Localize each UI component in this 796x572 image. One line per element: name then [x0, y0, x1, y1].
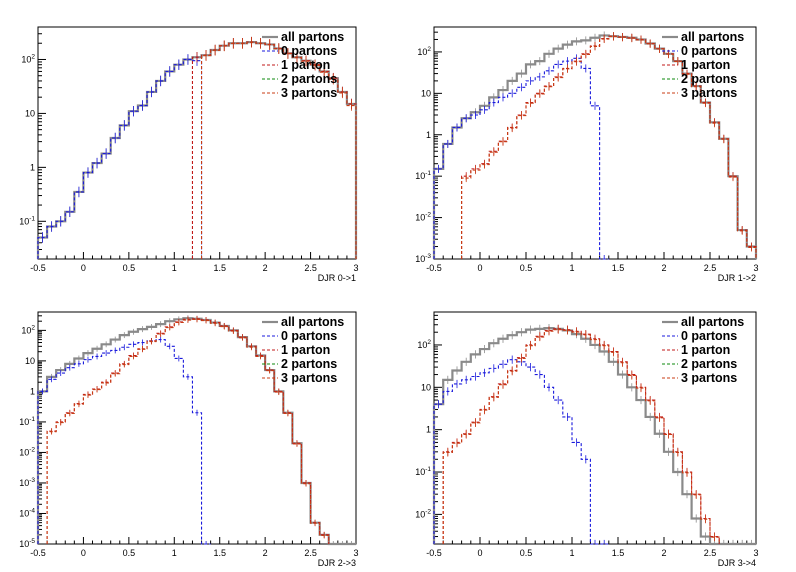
y-tick-label: 10-1 — [415, 466, 431, 477]
series-line-0-partons — [37, 339, 211, 545]
y-tick-label: 102 — [21, 324, 35, 335]
series-line-1-parton — [442, 328, 720, 544]
y-tick-label: 10-1 — [19, 416, 35, 427]
legend-entry: 1 parton — [281, 343, 330, 357]
y-tick-label: 10-4 — [19, 507, 35, 518]
y-tick-label: 10-2 — [415, 212, 431, 223]
x-tick-label: 0.5 — [520, 263, 533, 273]
legend-entry: all partons — [681, 30, 744, 44]
x-tick-label: 1.5 — [213, 548, 226, 558]
plot-panel-3: -0.5 0 0.5 1 1.5 2 2.5 3 10-5 10-4 10-3 10-2 10-1 1 10… — [19, 311, 359, 568]
y-tick-label: 1 — [30, 386, 35, 396]
legend-entry: all partons — [281, 315, 344, 329]
x-axis-label: DJR 3->4 — [718, 558, 756, 568]
plot-panel-1: -0.5 0 0.5 1 1.5 2 2.5 3 10-1 1 10 102 DJR 0->1 all p… — [19, 26, 359, 283]
x-tick-label: 1.5 — [612, 548, 625, 558]
y-tick-label: 10 — [421, 88, 431, 98]
legend-entry: all partons — [681, 315, 744, 329]
legend-entry: 3 partons — [281, 86, 337, 100]
legend-entry: 0 partons — [681, 329, 737, 343]
x-tick-label: 1 — [569, 263, 574, 273]
legend-entry: 2 partons — [681, 357, 737, 371]
series-line-all-partons — [432, 327, 756, 546]
series-line-3-partons — [46, 318, 330, 544]
legend-entry: all partons — [281, 30, 344, 44]
x-tick-label: 0 — [81, 263, 86, 273]
y-tick-label: 10-3 — [19, 477, 35, 488]
x-tick-label: 0.5 — [123, 263, 136, 273]
y-tick-label: 102 — [21, 53, 35, 64]
y-tick-label: 10-3 — [415, 253, 431, 264]
plot-frame — [433, 26, 757, 260]
y-tick-label: 10 — [25, 356, 35, 366]
x-tick-label: 2.5 — [304, 263, 317, 273]
x-tick-label: 2 — [661, 548, 666, 558]
legend-entry: 0 partons — [281, 329, 337, 343]
plot-panel-2: -0.5 0 0.5 1 1.5 2 2.5 3 10-3 10-2 10-1 1 10 102 DJR 1… — [415, 26, 759, 283]
x-tick-label: 1 — [569, 548, 574, 558]
x-tick-label: 2 — [263, 548, 268, 558]
x-tick-label: 2.5 — [704, 548, 717, 558]
y-tick-label: 1 — [426, 130, 431, 140]
x-tick-label: 0 — [477, 263, 482, 273]
series-line-3-partons — [200, 41, 357, 259]
x-tick-label: -0.5 — [426, 548, 442, 558]
legend-entry: 3 partons — [681, 86, 737, 100]
x-tick-label: -0.5 — [30, 263, 46, 273]
legend-entry: 1 parton — [281, 58, 330, 72]
x-axis-label: DJR 1->2 — [718, 273, 756, 283]
legend-entry: 0 partons — [281, 44, 337, 58]
x-tick-label: 0 — [81, 548, 86, 558]
legend-entry: 1 parton — [681, 343, 730, 357]
x-tick-label: 3 — [353, 263, 358, 273]
series-line-0-partons — [433, 359, 609, 545]
y-tick-label: 102 — [417, 339, 431, 350]
y-tick-label: 1 — [30, 162, 35, 172]
x-tick-label: 3 — [753, 263, 758, 273]
x-tick-label: 1 — [172, 548, 177, 558]
legend-entry: 1 parton — [681, 58, 730, 72]
x-tick-label: 0 — [477, 548, 482, 558]
series-line-0-partons — [37, 58, 203, 259]
y-tick-label: 10 — [25, 108, 35, 118]
y-tick-label: 10-2 — [19, 446, 35, 457]
x-axis-label: DJR 2->3 — [318, 558, 356, 568]
x-tick-label: 1.5 — [612, 263, 625, 273]
x-tick-label: 3 — [753, 548, 758, 558]
legend-entry: 0 partons — [681, 44, 737, 58]
series-line-all-partons — [432, 34, 758, 259]
x-tick-label: 2.5 — [304, 548, 317, 558]
legend-entry: 3 partons — [681, 371, 737, 385]
y-tick-label: 10-1 — [415, 170, 431, 181]
plot-panel-4: -0.5 0 0.5 1 1.5 2 2.5 3 10-2 10-1 1 10 102 DJR 3->4 a… — [415, 311, 759, 568]
x-tick-label: 1 — [172, 263, 177, 273]
legend-entry: 2 partons — [281, 357, 337, 371]
x-tick-label: 2 — [263, 263, 268, 273]
y-tick-label: 10-2 — [415, 508, 431, 519]
x-tick-label: 3 — [353, 548, 358, 558]
x-tick-label: -0.5 — [426, 263, 442, 273]
y-tick-label: 102 — [417, 46, 431, 57]
y-tick-label: 10-1 — [19, 215, 35, 226]
x-tick-label: 0.5 — [123, 548, 136, 558]
legend-entry: 2 partons — [681, 72, 737, 86]
legend-entry: 2 partons — [281, 72, 337, 86]
x-tick-label: 0.5 — [520, 548, 533, 558]
series-line-3-partons — [461, 36, 757, 259]
series-line-0-partons — [433, 57, 609, 260]
legend-entry: 3 partons — [281, 371, 337, 385]
series-line-3-partons — [442, 329, 720, 544]
y-tick-label: 10 — [421, 382, 431, 392]
x-tick-label: 2 — [661, 263, 666, 273]
x-tick-label: 1.5 — [213, 263, 226, 273]
y-tick-label: 1 — [426, 425, 431, 435]
y-tick-label: 10-5 — [19, 538, 35, 549]
x-axis-label: DJR 0->1 — [318, 273, 356, 283]
x-tick-label: 2.5 — [704, 263, 717, 273]
x-tick-label: -0.5 — [30, 548, 46, 558]
